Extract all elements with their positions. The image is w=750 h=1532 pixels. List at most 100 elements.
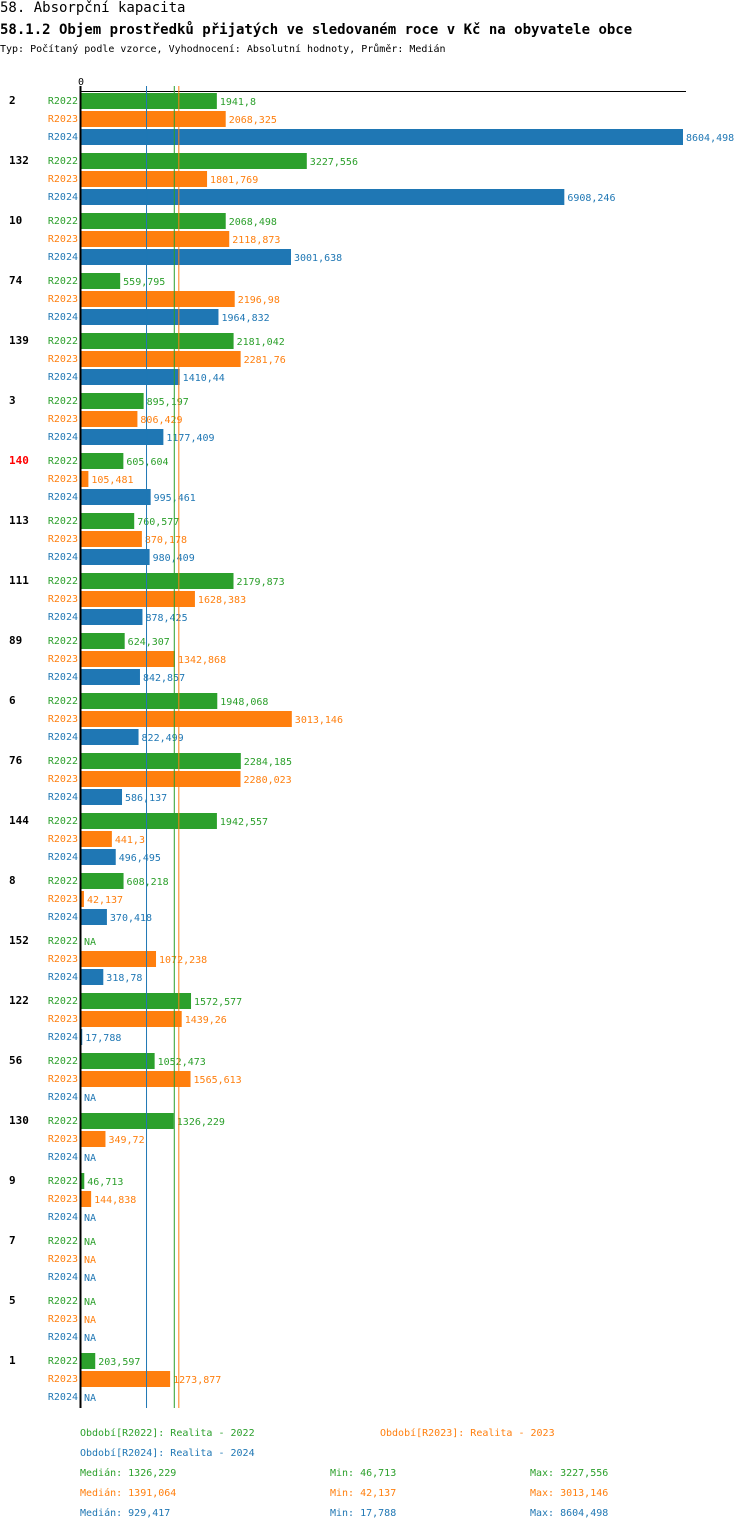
- series-label: R2023: [48, 1194, 78, 1205]
- series-label: R2024: [48, 432, 78, 443]
- bar: [81, 351, 241, 367]
- value-label: 870,178: [145, 535, 187, 546]
- value-label: 496,495: [119, 853, 161, 864]
- value-label: 1801,769: [210, 175, 258, 186]
- bar: [81, 231, 230, 247]
- series-label: R2024: [48, 372, 78, 383]
- series-label: R2022: [48, 1296, 78, 1307]
- bar: [81, 1053, 155, 1069]
- series-label: R2024: [48, 1272, 78, 1283]
- group-label: 5: [9, 1294, 16, 1307]
- series-label: R2024: [48, 492, 78, 503]
- bar: [81, 1029, 83, 1045]
- bar: [81, 711, 292, 727]
- value-label: 608,218: [127, 877, 169, 888]
- value-label: 1072,238: [159, 955, 207, 966]
- x-axis-zero-label: 0: [78, 77, 84, 88]
- series-label: R2022: [48, 336, 78, 347]
- series-label: R2023: [48, 174, 78, 185]
- series-label: R2024: [48, 732, 78, 743]
- series-label: R2024: [48, 552, 78, 563]
- group-label: 111: [9, 574, 29, 587]
- series-label: R2024: [48, 132, 78, 143]
- series-label: R2023: [48, 774, 78, 785]
- bar: [81, 129, 683, 145]
- bar: [81, 891, 84, 907]
- series-label: R2023: [48, 834, 78, 845]
- group-label: 1: [9, 1354, 16, 1367]
- bar: [81, 429, 164, 445]
- chart-meta: Typ: Počítaný podle vzorce, Vyhodnocení:…: [0, 44, 446, 55]
- value-label: 605,604: [126, 457, 168, 468]
- series-label: R2022: [48, 1116, 78, 1127]
- value-label: 1326,229: [177, 1117, 225, 1128]
- series-label: R2024: [48, 252, 78, 263]
- series-label: R2023: [48, 114, 78, 125]
- bar: [81, 1191, 92, 1207]
- group-label: 2: [9, 94, 16, 107]
- series-label: R2024: [48, 1332, 78, 1343]
- value-label: 441,3: [115, 835, 145, 846]
- series-label: R2023: [48, 654, 78, 665]
- value-label: 6908,246: [567, 193, 615, 204]
- value-label: 42,137: [87, 895, 123, 906]
- group-label: 6: [9, 694, 16, 707]
- value-label: 1964,832: [221, 313, 269, 324]
- series-label: R2024: [48, 792, 78, 803]
- bar: [81, 291, 235, 307]
- group-label: 3: [9, 394, 16, 407]
- bar: [81, 849, 116, 865]
- series-label: R2024: [48, 1032, 78, 1043]
- series-label: R2023: [48, 474, 78, 485]
- series-label: R2022: [48, 1236, 78, 1247]
- series-label: R2022: [48, 816, 78, 827]
- series-label: R2022: [48, 1056, 78, 1067]
- value-label: 2281,76: [244, 355, 286, 366]
- bar: [81, 393, 144, 409]
- value-label: 980,409: [153, 553, 195, 564]
- value-label: 895,197: [147, 397, 189, 408]
- group-label: 139: [9, 334, 29, 347]
- series-label: R2022: [48, 636, 78, 647]
- value-label: 2196,98: [238, 295, 280, 306]
- value-label: 318,78: [106, 973, 142, 984]
- series-label: R2024: [48, 912, 78, 923]
- value-label: 1177,409: [166, 433, 214, 444]
- group-label: 89: [9, 634, 22, 647]
- group-label: 132: [9, 154, 29, 167]
- series-label: R2022: [48, 1176, 78, 1187]
- value-label: 370,418: [110, 913, 152, 924]
- series-label: R2022: [48, 576, 78, 587]
- stat-r2024-median: Medián: 929,417: [80, 1508, 171, 1519]
- group-label: 144: [9, 814, 29, 827]
- bar: [81, 333, 234, 349]
- value-label: 842,857: [143, 673, 185, 684]
- series-label: R2023: [48, 1074, 78, 1085]
- value-label: 105,481: [91, 475, 133, 486]
- series-label: R2023: [48, 414, 78, 425]
- series-label: R2023: [48, 594, 78, 605]
- bar: [81, 213, 226, 229]
- series-label: R2022: [48, 456, 78, 467]
- group-label: 76: [9, 754, 23, 767]
- bar: [81, 1173, 85, 1189]
- bar: [81, 1131, 106, 1147]
- value-label: 2181,042: [237, 337, 285, 348]
- value-label: 2280,023: [244, 775, 292, 786]
- value-label: NA: [84, 1273, 96, 1284]
- series-label: R2024: [48, 312, 78, 323]
- bar: [81, 693, 218, 709]
- bar: [81, 573, 234, 589]
- bar: [81, 831, 112, 847]
- series-label: R2024: [48, 1392, 78, 1403]
- value-label: NA: [84, 1255, 96, 1266]
- bar: [81, 531, 142, 547]
- bar: [81, 471, 89, 487]
- bar: [81, 771, 241, 787]
- bar: [81, 111, 226, 127]
- bar: [81, 369, 180, 385]
- bar: [81, 873, 124, 889]
- series-label: R2022: [48, 936, 78, 947]
- value-label: 760,577: [137, 517, 179, 528]
- value-label: 2118,873: [232, 235, 280, 246]
